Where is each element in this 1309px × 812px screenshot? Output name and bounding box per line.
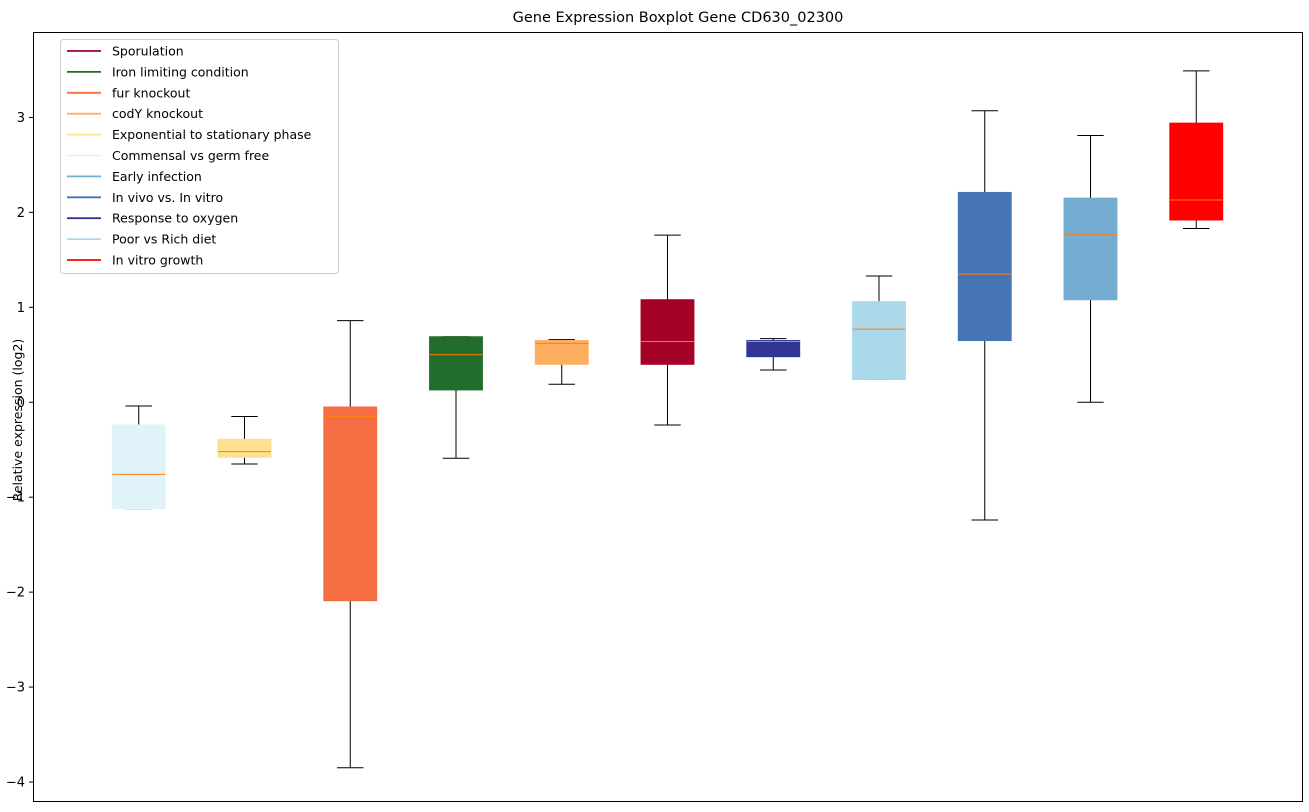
legend-frame bbox=[60, 39, 339, 274]
box-body bbox=[323, 406, 378, 602]
legend-label: Response to oxygen bbox=[112, 211, 238, 226]
box-8 bbox=[852, 275, 906, 380]
y-tick-label: −2 bbox=[6, 586, 25, 601]
box-body bbox=[957, 191, 1012, 342]
box-7 bbox=[746, 338, 801, 371]
legend-label: In vivo vs. In vitro bbox=[112, 190, 223, 205]
legend-label: Commensal vs germ free bbox=[112, 148, 269, 163]
box-3 bbox=[323, 320, 378, 769]
box-4 bbox=[429, 336, 483, 459]
legend-label: fur knockout bbox=[112, 85, 190, 100]
y-tick-label: 0 bbox=[17, 396, 25, 411]
y-tick-label: 1 bbox=[17, 301, 25, 316]
legend-label: Poor vs Rich diet bbox=[112, 232, 216, 247]
box-9 bbox=[957, 110, 1012, 521]
y-tick-label: 3 bbox=[17, 111, 25, 126]
box-1 bbox=[111, 405, 166, 510]
y-tick-label: −4 bbox=[6, 776, 25, 791]
box-body bbox=[111, 424, 166, 510]
box-10 bbox=[1063, 134, 1118, 403]
box-body bbox=[429, 336, 483, 391]
legend-label: Sporulation bbox=[112, 44, 184, 59]
box-body bbox=[217, 438, 272, 458]
box-2 bbox=[217, 416, 272, 465]
box-5 bbox=[534, 339, 589, 385]
y-axis: −4 −3 −2 −1 0 1 2 3 bbox=[6, 111, 33, 791]
box-body bbox=[534, 340, 589, 365]
legend-label: In vitro growth bbox=[112, 253, 203, 268]
box-body bbox=[1169, 122, 1224, 221]
y-axis-label: Relative expression (log2) bbox=[10, 339, 25, 502]
y-tick-label: −1 bbox=[6, 491, 25, 506]
legend: Sporulation Iron limiting condition fur kn… bbox=[60, 39, 339, 274]
boxes-layer bbox=[111, 70, 1224, 769]
legend-label: Early infection bbox=[112, 169, 202, 184]
y-tick-label: −3 bbox=[6, 681, 25, 696]
chart-title: Gene Expression Boxplot Gene CD630_02300 bbox=[513, 10, 844, 26]
legend-label: Exponential to stationary phase bbox=[112, 127, 312, 142]
plot-frame bbox=[33, 32, 1303, 802]
box-body bbox=[746, 340, 801, 358]
legend-label: Iron limiting condition bbox=[112, 64, 249, 79]
box-6 bbox=[640, 234, 695, 426]
y-tick-label: 2 bbox=[17, 206, 25, 221]
box-body bbox=[1063, 197, 1118, 301]
box-11 bbox=[1169, 70, 1224, 230]
box-body bbox=[852, 301, 906, 380]
box-body bbox=[640, 299, 695, 365]
legend-label: codY knockout bbox=[112, 106, 203, 121]
